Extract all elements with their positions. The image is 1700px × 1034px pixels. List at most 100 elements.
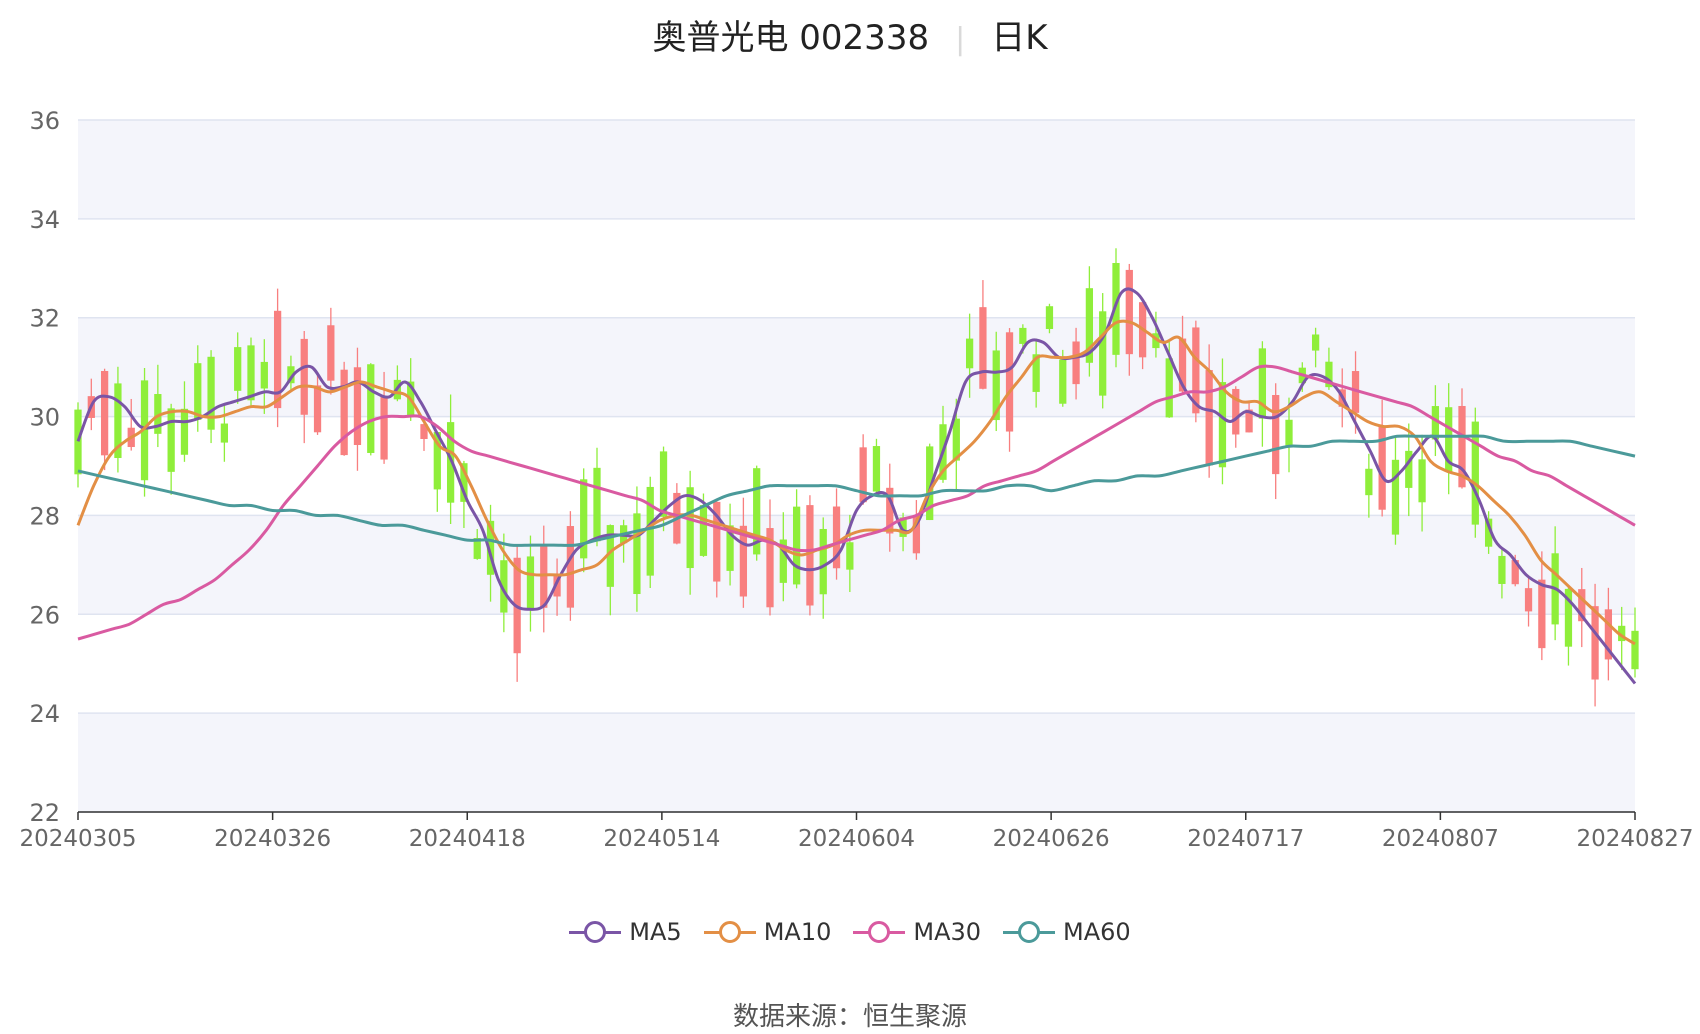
candle-body [1365, 468, 1373, 496]
candles [74, 248, 1639, 707]
legend-label: MA30 [913, 918, 982, 946]
candle-body [1564, 588, 1573, 647]
candle-body [886, 487, 894, 534]
legend-swatch-icon [703, 921, 756, 943]
legend-swatch-icon [569, 921, 622, 943]
plot-band [78, 713, 1635, 812]
candle-body [1471, 421, 1479, 525]
candle-body [287, 366, 295, 384]
candle-body [792, 506, 801, 585]
legend-label: MA10 [763, 918, 832, 946]
candle-body [912, 516, 921, 554]
candle-body [753, 468, 761, 555]
candle-body [1351, 371, 1360, 413]
candle-body [566, 526, 575, 608]
candle-body [367, 364, 375, 453]
candle-body [633, 513, 641, 595]
chart-title: 奥普光电 002338 | 日K [0, 10, 1700, 59]
candle-body [1511, 560, 1519, 585]
candle-body [819, 528, 827, 595]
candle-body [1232, 388, 1240, 435]
candle-body [300, 338, 308, 415]
candle-body [1205, 370, 1213, 466]
candle-body [872, 446, 881, 492]
candle-body [832, 506, 841, 569]
candle-body [779, 539, 787, 583]
candle-body [1125, 269, 1133, 355]
candle-body [1405, 450, 1413, 488]
candle-body [686, 487, 694, 569]
legend-item-ma30[interactable]: MA30 [853, 918, 981, 946]
candle-body [1099, 311, 1107, 396]
candle-body [1431, 406, 1440, 440]
candle-body [965, 338, 974, 369]
candle-body [1498, 555, 1506, 584]
candle-body [154, 394, 162, 434]
candle-body [699, 505, 708, 556]
candle-body [1311, 334, 1320, 351]
legend-label: MA5 [629, 918, 682, 946]
candle-body [926, 446, 934, 521]
x-tick-label: 20240418 [409, 826, 526, 852]
candle-body [992, 350, 1000, 421]
candle-body [1258, 348, 1267, 419]
candle-body [313, 385, 322, 433]
candle-body [1019, 327, 1027, 344]
plot-band [78, 120, 1635, 219]
candle-body [420, 424, 428, 439]
candle-body [979, 307, 987, 389]
candle-body [1591, 606, 1599, 680]
candle-body [114, 383, 122, 459]
stock-name: 奥普光电 002338 [652, 18, 930, 58]
candle-body [659, 451, 668, 517]
candle-body [327, 325, 335, 381]
source-label: 数据来源： [732, 1002, 863, 1032]
y-tick-label: 32 [29, 305, 60, 333]
candle-body [1085, 288, 1094, 363]
candle-body [1578, 589, 1586, 622]
candle-body [247, 345, 255, 401]
candle-body [1192, 327, 1200, 414]
candle-body [353, 367, 362, 446]
candle-body [739, 525, 748, 597]
candle-body [646, 486, 654, 576]
candle-body [1218, 382, 1227, 468]
candle-body [726, 525, 734, 571]
candle-body [340, 369, 348, 456]
candle-body [220, 423, 229, 443]
candle-body [806, 505, 814, 606]
candle-body [1391, 459, 1400, 535]
y-tick-label: 30 [29, 404, 60, 432]
x-tick-label: 20240807 [1382, 826, 1499, 852]
legend-item-ma10[interactable]: MA10 [703, 918, 832, 946]
candle-body [899, 517, 907, 537]
candle-body [1272, 395, 1280, 475]
candle-body [1005, 332, 1014, 432]
candle-body [1072, 341, 1080, 385]
x-tick-label: 20240604 [798, 826, 915, 852]
axes: 22 24 26 28 30 32 34 36 20240305 20240326 20240418… [19, 107, 1693, 852]
candle-body [74, 409, 82, 475]
candle-body [1245, 409, 1253, 433]
legend-swatch-icon [853, 921, 906, 943]
line-ma30 [77, 364, 1636, 641]
candle-body [1378, 426, 1386, 510]
y-tick-label: 26 [29, 601, 60, 629]
candle-body [140, 380, 149, 481]
legend-item-ma5[interactable]: MA5 [569, 918, 682, 946]
legend-item-ma60[interactable]: MA60 [1003, 918, 1131, 946]
candle-body [473, 538, 481, 559]
x-tick-label: 20240717 [1187, 826, 1304, 852]
line-ma60 [77, 434, 1636, 547]
candle-body [766, 528, 774, 608]
candle-body [1112, 262, 1120, 355]
moving-average-lines [76, 287, 1637, 685]
candle-body [952, 418, 960, 461]
y-tick-label: 24 [29, 700, 60, 728]
source-provider: 恒生聚源 [863, 1002, 968, 1032]
candle-body [580, 479, 588, 559]
y-tick-label: 22 [29, 799, 60, 827]
candle-body [433, 432, 441, 490]
legend-swatch-icon [1003, 921, 1056, 943]
data-source: 数据来源：恒生聚源 [0, 996, 1700, 1033]
